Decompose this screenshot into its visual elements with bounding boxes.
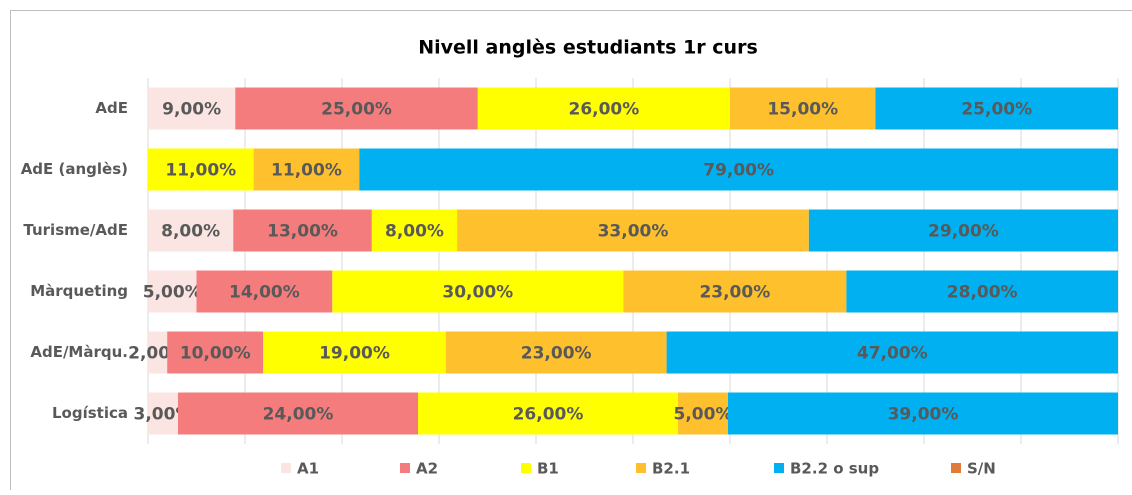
- legend-label: S/N: [967, 460, 996, 478]
- y-tick-label: Turisme/AdE: [23, 221, 128, 239]
- data-label: 8,00%: [385, 222, 444, 242]
- legend-swatch: [636, 463, 646, 473]
- data-label: 10,00%: [180, 344, 251, 364]
- legend-label: B2.2 o sup: [790, 460, 879, 478]
- data-label: 47,00%: [857, 344, 928, 364]
- data-label: 5,00%: [674, 405, 733, 425]
- y-tick-label: AdE: [95, 99, 128, 117]
- data-label: 24,00%: [263, 405, 334, 425]
- data-label: 26,00%: [568, 100, 639, 120]
- y-tick-label: Màrqueting: [30, 282, 128, 300]
- data-label: 11,00%: [271, 161, 342, 181]
- data-label: 25,00%: [961, 100, 1032, 120]
- data-label: 79,00%: [703, 161, 774, 181]
- data-label: 33,00%: [598, 222, 669, 242]
- y-tick-label: AdE (anglès): [21, 160, 128, 178]
- legend-label: B2.1: [652, 460, 690, 478]
- chart-title: Nivell anglès estudiants 1r curs: [418, 37, 758, 59]
- data-label: 30,00%: [442, 283, 513, 303]
- legend-label: A2: [416, 460, 438, 478]
- data-label: 14,00%: [229, 283, 300, 303]
- y-tick-label: AdE/Màrqu.: [30, 343, 128, 361]
- legend-swatch: [774, 463, 784, 473]
- y-tick-label: Logística: [52, 404, 128, 422]
- data-label: 19,00%: [319, 344, 390, 364]
- legend-swatch: [951, 463, 961, 473]
- data-label: 13,00%: [267, 222, 338, 242]
- legend-swatch: [521, 463, 531, 473]
- legend-label: A1: [297, 460, 319, 478]
- data-label: 23,00%: [699, 283, 770, 303]
- data-label: 8,00%: [161, 222, 220, 242]
- data-label: 29,00%: [928, 222, 999, 242]
- legend-label: B1: [537, 460, 559, 478]
- data-label: 23,00%: [521, 344, 592, 364]
- legend-swatch: [400, 463, 410, 473]
- data-label: 5,00%: [143, 283, 202, 303]
- data-label: 28,00%: [947, 283, 1018, 303]
- legend-swatch: [281, 463, 291, 473]
- data-label: 9,00%: [162, 100, 221, 120]
- data-label: 26,00%: [513, 405, 584, 425]
- data-label: 11,00%: [165, 161, 236, 181]
- data-label: 25,00%: [321, 100, 392, 120]
- data-label: 39,00%: [888, 405, 959, 425]
- data-label: 15,00%: [767, 100, 838, 120]
